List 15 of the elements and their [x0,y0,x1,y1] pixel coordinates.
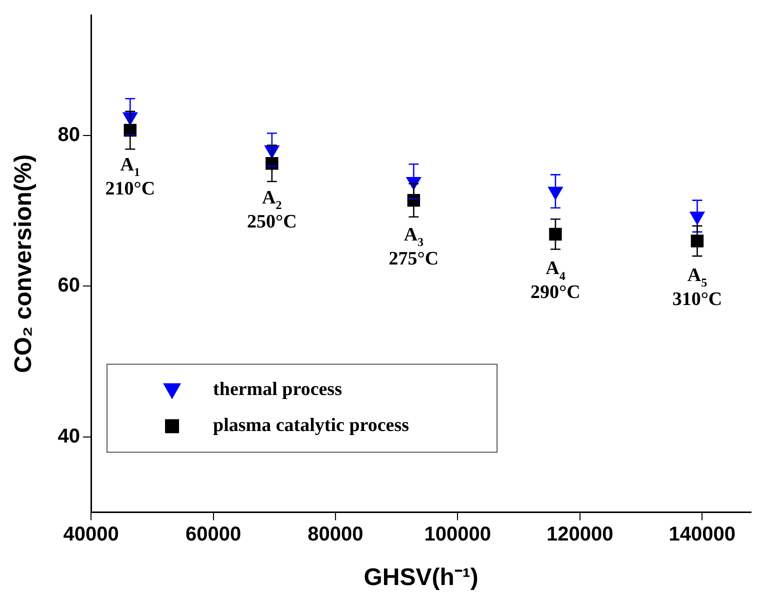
point [549,228,562,241]
x-tick-label: 100000 [424,524,492,546]
y-tick-label: 40 [58,425,80,448]
x-tick-label: 60000 [185,524,242,546]
x-tick-label: 40000 [63,524,119,546]
point [266,157,278,170]
legend-label: plasma catalytic process [213,415,410,436]
x-tick-label: 120000 [546,524,614,546]
legend-label: thermal process [213,379,342,400]
y-tick-label: 60 [58,274,80,297]
x-axis-title: GHSV(h⁻¹) [364,564,478,592]
x-tick-label: 140000 [668,524,736,546]
x-tick-label: 80000 [308,524,364,546]
y-tick-label: 80 [58,124,80,146]
y-axis-title: CO₂ conversion(%) [10,154,38,373]
